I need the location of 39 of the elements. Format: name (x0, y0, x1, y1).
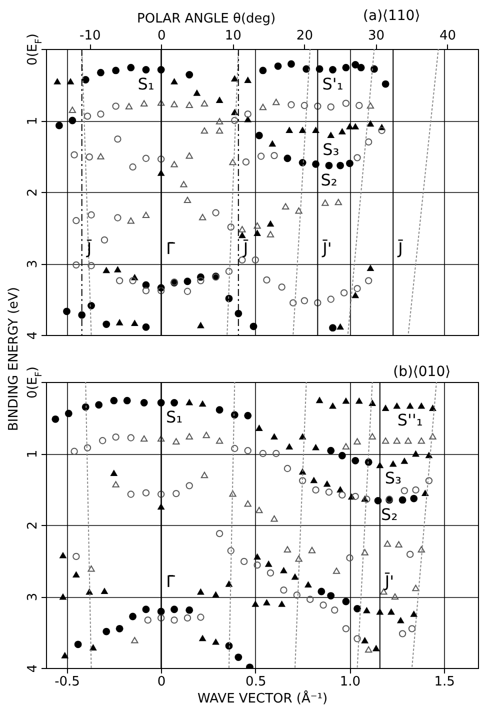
annotation: S₁ (138, 74, 154, 94)
annotation: S₂ (320, 170, 338, 190)
y-tick-label: 3 (26, 260, 40, 268)
y-tick-label: 1 (26, 116, 40, 126)
y-tick-label: 4 (26, 664, 40, 673)
ref-line-label: J̄ (242, 239, 249, 258)
x2-tick-label: 20 (296, 28, 313, 44)
y-tick-label: 2 (26, 521, 40, 530)
y-axis-title: BINDING ENERGY (eV) (6, 287, 22, 431)
y-tick-label: 1 (26, 450, 40, 458)
y-tick-label: 4 (26, 331, 40, 340)
text: (b)⟨010⟩ (393, 364, 451, 380)
annotation: S''₁ (397, 410, 423, 430)
x-tick-label: 1.5 (434, 674, 455, 690)
x2-tick-label: 10 (224, 28, 242, 44)
y-tick-label: 2 (26, 188, 40, 197)
annotation: S₁ (166, 408, 183, 427)
annotation: S'₁ (322, 74, 344, 94)
x-tick-label: 0.5 (246, 674, 266, 690)
ref-line-label: J̄' (322, 239, 332, 258)
ref-line-label: Γ̄ (166, 572, 176, 592)
x2-tick-label: 0 (158, 28, 166, 44)
x2-axis-title: POLAR ANGLE θ(deg) (137, 12, 276, 26)
x-tick-label: 1.0 (340, 674, 361, 690)
ref-line-label: J̄' (384, 572, 394, 592)
text: (a)⟨110⟩ (363, 8, 420, 24)
annotation: S₃ (322, 140, 340, 159)
x2-tick-label: 40 (439, 28, 456, 44)
annotation: S₃ (384, 468, 402, 488)
y-tick-label: 3 (26, 592, 40, 602)
ref-line-label: J̄ (397, 239, 404, 258)
x-tick-label: -0.5 (54, 674, 80, 690)
ref-line-label: Γ̄ (166, 239, 176, 258)
x2-tick-label: 30 (368, 28, 384, 44)
ref-line-label: J̄ (86, 239, 92, 258)
x-axis-title: WAVE VECTOR (Å⁻¹) (197, 690, 328, 706)
annotation: S₂ (381, 504, 398, 524)
x-tick-label: 0 (157, 674, 166, 690)
x2-tick-label: -10 (80, 28, 101, 44)
